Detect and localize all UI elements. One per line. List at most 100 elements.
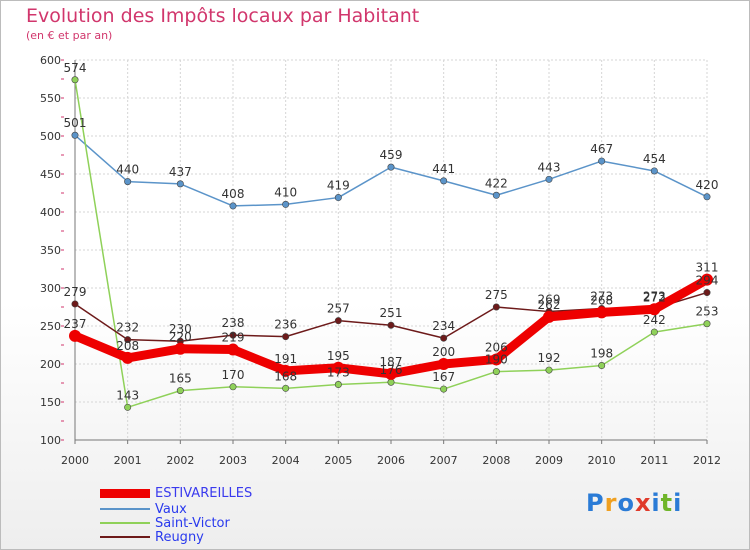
data-point xyxy=(650,167,658,175)
data-point xyxy=(227,343,239,356)
data-label: 232 xyxy=(116,321,139,335)
data-label: 234 xyxy=(432,319,455,333)
y-tick-label: 300 xyxy=(40,282,61,295)
data-label: 200 xyxy=(432,345,455,359)
x-tick-label: 2003 xyxy=(219,454,247,467)
data-point xyxy=(176,180,184,188)
data-point xyxy=(701,273,713,286)
data-point xyxy=(545,366,553,374)
data-point xyxy=(543,310,555,323)
x-tick-label: 2010 xyxy=(588,454,616,467)
y-tick-label: 350 xyxy=(40,244,61,257)
data-point xyxy=(440,385,448,393)
data-label: 269 xyxy=(538,293,561,307)
data-label: 192 xyxy=(538,351,561,365)
data-point xyxy=(595,306,608,319)
logo-letter: i xyxy=(651,489,661,517)
data-label: 143 xyxy=(116,388,139,402)
data-point xyxy=(492,191,500,199)
legend-item: Vaux xyxy=(100,501,187,517)
x-tick-label: 2005 xyxy=(324,454,352,467)
data-label: 176 xyxy=(380,363,403,377)
x-tick-label: 2006 xyxy=(377,454,405,467)
data-label: 219 xyxy=(222,331,245,345)
y-tick-label: 400 xyxy=(40,206,61,219)
data-label: 273 xyxy=(590,290,613,304)
data-label: 208 xyxy=(116,339,139,353)
logo-letter: P xyxy=(586,489,605,517)
legend-label: Vaux xyxy=(155,501,187,517)
data-point xyxy=(703,193,711,201)
data-point xyxy=(229,331,237,339)
data-point xyxy=(334,317,342,325)
legend-swatch xyxy=(100,508,150,510)
data-point xyxy=(176,387,184,395)
data-point xyxy=(71,76,79,84)
data-label: 273 xyxy=(643,290,666,304)
data-label: 422 xyxy=(485,176,508,190)
data-point xyxy=(124,336,132,344)
data-point xyxy=(490,353,503,366)
data-label: 294 xyxy=(696,274,719,288)
data-label: 419 xyxy=(327,179,350,193)
logo-letter: r xyxy=(604,489,618,517)
y-tick-label: 250 xyxy=(40,320,61,333)
data-label: 236 xyxy=(274,318,297,332)
legend-label: Saint-Victor xyxy=(155,515,230,531)
data-point xyxy=(229,383,237,391)
data-label: 574 xyxy=(64,61,87,75)
y-tick-label: 600 xyxy=(40,54,61,67)
data-label: 195 xyxy=(327,349,350,363)
data-label: 168 xyxy=(274,369,297,383)
data-label: 220 xyxy=(169,330,192,344)
data-point xyxy=(71,131,79,139)
data-point xyxy=(650,328,658,336)
data-label: 198 xyxy=(590,347,613,361)
data-point xyxy=(69,329,81,342)
y-tick-label: 200 xyxy=(40,358,61,371)
data-label: 187 xyxy=(380,355,403,369)
data-point xyxy=(598,157,606,165)
data-label: 408 xyxy=(222,187,245,201)
data-point xyxy=(282,333,290,341)
data-point xyxy=(440,334,448,342)
data-label: 262 xyxy=(538,298,561,312)
y-tick-label: 500 xyxy=(40,130,61,143)
legend-swatch xyxy=(100,536,150,538)
data-label: 167 xyxy=(432,370,455,384)
proxiti-logo: Proxiti xyxy=(586,489,682,517)
data-point xyxy=(387,163,395,171)
data-label: 410 xyxy=(274,185,297,199)
data-point xyxy=(387,378,395,386)
data-point xyxy=(282,384,290,392)
data-point xyxy=(648,303,661,316)
data-point xyxy=(124,178,132,186)
y-tick-label: 100 xyxy=(40,434,61,447)
data-point xyxy=(124,403,132,411)
data-label: 170 xyxy=(222,368,245,382)
data-point xyxy=(279,364,292,377)
data-point xyxy=(174,342,187,355)
data-point xyxy=(71,300,79,308)
data-point xyxy=(385,367,397,380)
data-label: 191 xyxy=(274,352,297,366)
data-label: 230 xyxy=(169,322,192,336)
data-point xyxy=(492,303,500,311)
data-label: 440 xyxy=(116,163,139,177)
data-label: 275 xyxy=(485,288,508,302)
logo-letter: x xyxy=(634,489,652,517)
data-point xyxy=(334,381,342,389)
data-label: 253 xyxy=(696,305,719,319)
x-tick-label: 2001 xyxy=(114,454,142,467)
data-point xyxy=(703,289,711,297)
data-label: 257 xyxy=(327,302,350,316)
logo-letter: t xyxy=(660,489,674,517)
data-label: 311 xyxy=(696,261,719,275)
legend-swatch xyxy=(100,522,150,524)
data-point xyxy=(545,175,553,183)
data-label: 206 xyxy=(485,340,508,354)
data-label: 459 xyxy=(380,148,403,162)
x-tick-label: 2012 xyxy=(693,454,721,467)
